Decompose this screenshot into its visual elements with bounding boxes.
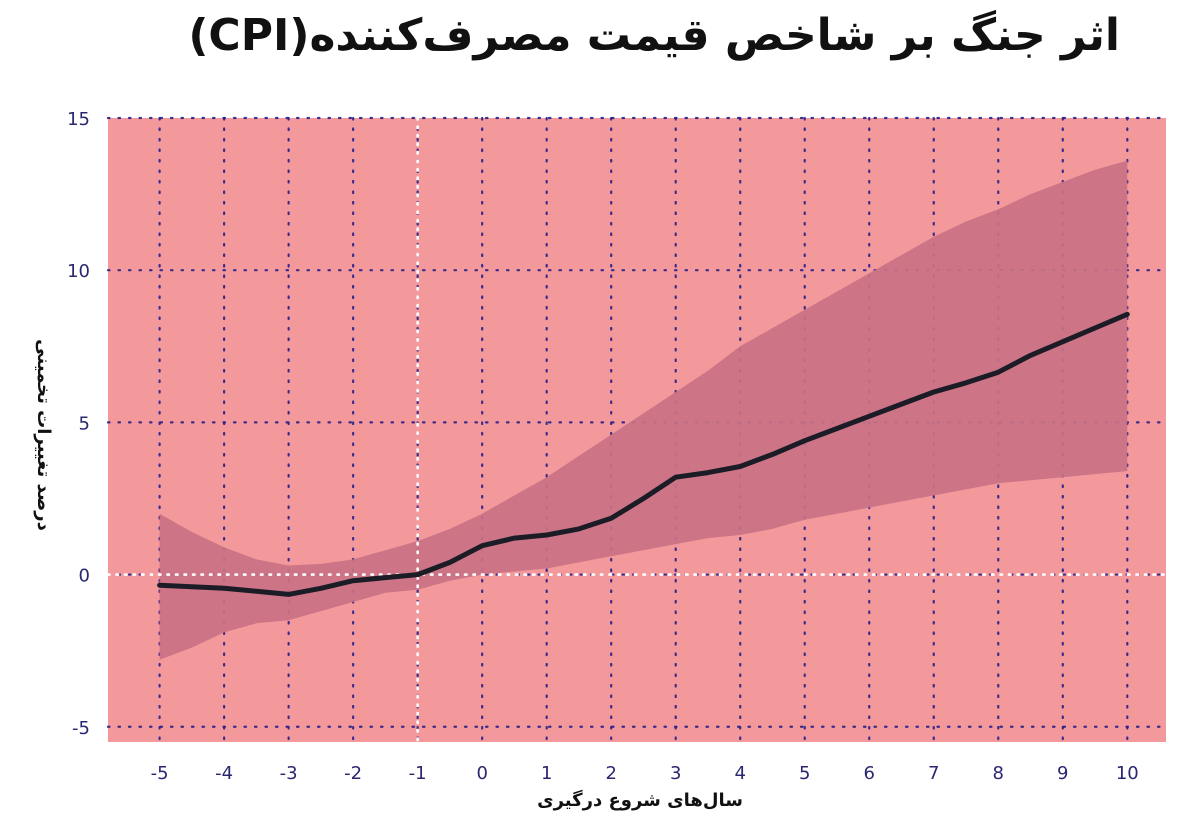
y-tick-label: 15	[67, 109, 90, 130]
x-tick-label: -5	[151, 763, 169, 784]
confidence-band	[159, 160, 1128, 660]
x-tick-label: 10	[1116, 763, 1139, 784]
x-tick-label: 4	[734, 763, 745, 784]
y-tick-label: 10	[67, 261, 90, 282]
x-tick-label: 7	[928, 763, 939, 784]
x-tick-label: 6	[864, 763, 875, 784]
y-tick-label: 5	[79, 413, 90, 434]
x-tick-label: -4	[215, 763, 233, 784]
x-tick-label: -3	[280, 763, 298, 784]
x-tick-label: 1	[541, 763, 552, 784]
series-line	[157, 311, 1130, 597]
grid-lines	[106, 116, 1168, 744]
x-tick-label: -2	[344, 763, 362, 784]
x-tick-label: 5	[799, 763, 810, 784]
x-tick-label: 2	[605, 763, 616, 784]
y-axis-label: درصد تغییرات تخمینی	[33, 339, 54, 531]
x-tick-label: 8	[993, 763, 1004, 784]
x-axis-ticks: -5 -4 -3 -2 -1 0 1 2 3 4 5 6 7 8 9 10	[151, 763, 1139, 784]
y-tick-label: 0	[79, 566, 90, 587]
x-tick-label: -1	[409, 763, 427, 784]
x-tick-label: 3	[670, 763, 681, 784]
x-tick-label: 9	[1057, 763, 1068, 784]
x-tick-label: 0	[476, 763, 487, 784]
y-axis-ticks: -5 0 5 10 15	[67, 109, 90, 739]
chart-title: اثر جنگ بر شاخص قیمت مصرف‌کننده(CPI)	[188, 10, 1120, 61]
y-tick-label: -5	[72, 718, 90, 739]
reference-lines	[106, 116, 1168, 744]
x-axis-label: سال‌های شروع درگیری	[537, 789, 743, 811]
